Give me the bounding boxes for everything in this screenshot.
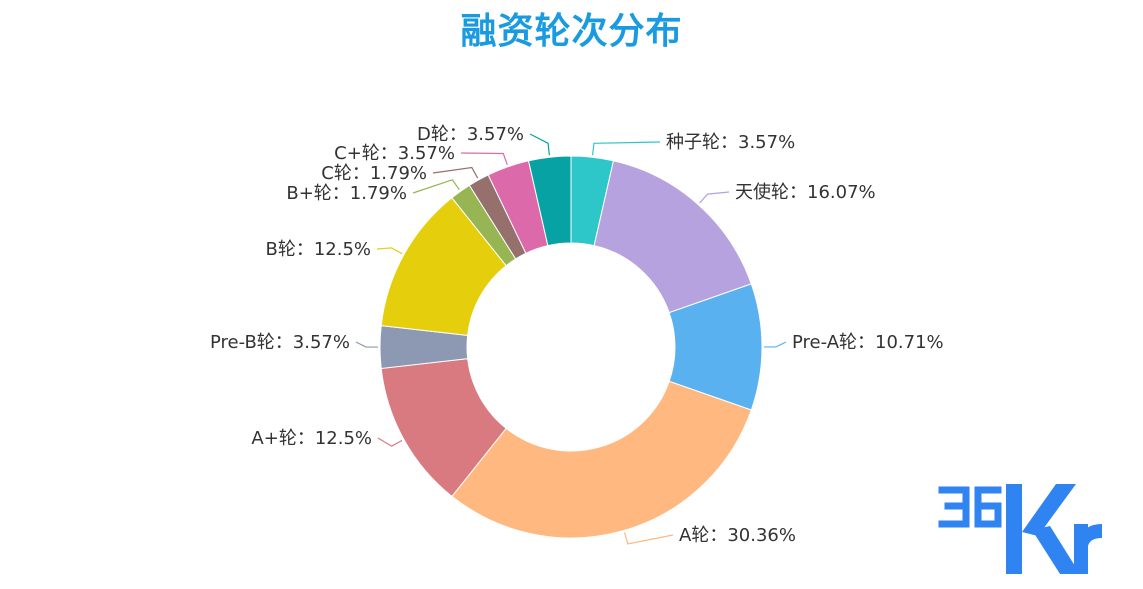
slice-label: 天使轮：16.07% [735,182,876,203]
donut-slice [451,380,752,539]
leader-line [623,532,674,545]
36kr-logo [938,484,1102,574]
leader-line [699,191,730,204]
leader-line [376,247,403,255]
logo-digit-3 [938,486,970,528]
donut-slice [527,155,572,247]
logo-letter-r-arc [1081,524,1102,546]
logo-letter-k-leg [1032,526,1080,574]
leader-line [432,166,479,179]
leader-line [592,141,661,156]
slice-label: B轮：12.5% [265,239,371,260]
leader-line [763,341,787,348]
leader-line [460,152,508,166]
leader-line [412,179,460,194]
slice-label: 种子轮：3.57% [666,132,795,153]
slices-layer [379,155,763,539]
slice-label: A+轮：12.5% [251,428,372,449]
leader-line [377,437,403,447]
leader-line [355,341,379,348]
logo-digit-6 [974,486,1002,528]
logo-letter-k-stem [1006,484,1022,574]
logo-letter-k-arm [1022,484,1076,536]
slice-label: B+轮：1.79% [286,183,407,204]
chart-title: 融资轮次分布 [460,11,683,52]
slice-label: Pre-B轮：3.57% [210,332,350,353]
slice-label: D轮：3.57% [417,124,524,145]
slice-label: A轮：30.36% [679,525,796,546]
donut-slice [593,160,752,314]
slice-label: C+轮：3.57% [334,143,455,164]
leader-line [529,133,550,156]
slice-label: C轮：1.79% [321,163,427,184]
labels-layer: 种子轮：3.57% 天使轮：16.07% Pre-A轮：10.71% A轮：30.36… [210,124,944,546]
slice-label: Pre-A轮：10.71% [792,332,944,353]
leader-lines-layer [355,133,787,545]
